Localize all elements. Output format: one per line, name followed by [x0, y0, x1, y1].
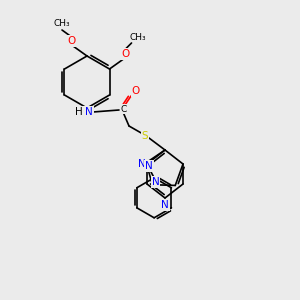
Text: O: O	[68, 36, 76, 46]
Text: O: O	[132, 86, 140, 96]
Text: CH₃: CH₃	[129, 32, 146, 41]
Text: S: S	[142, 131, 148, 141]
Text: N: N	[145, 161, 153, 171]
Text: O: O	[122, 49, 130, 59]
Text: C: C	[121, 104, 127, 113]
Text: N: N	[161, 200, 169, 210]
Text: CH₃: CH₃	[54, 20, 70, 28]
Text: N: N	[138, 159, 146, 169]
Text: N: N	[85, 107, 93, 117]
Text: H: H	[75, 107, 83, 117]
Text: N: N	[152, 177, 159, 187]
